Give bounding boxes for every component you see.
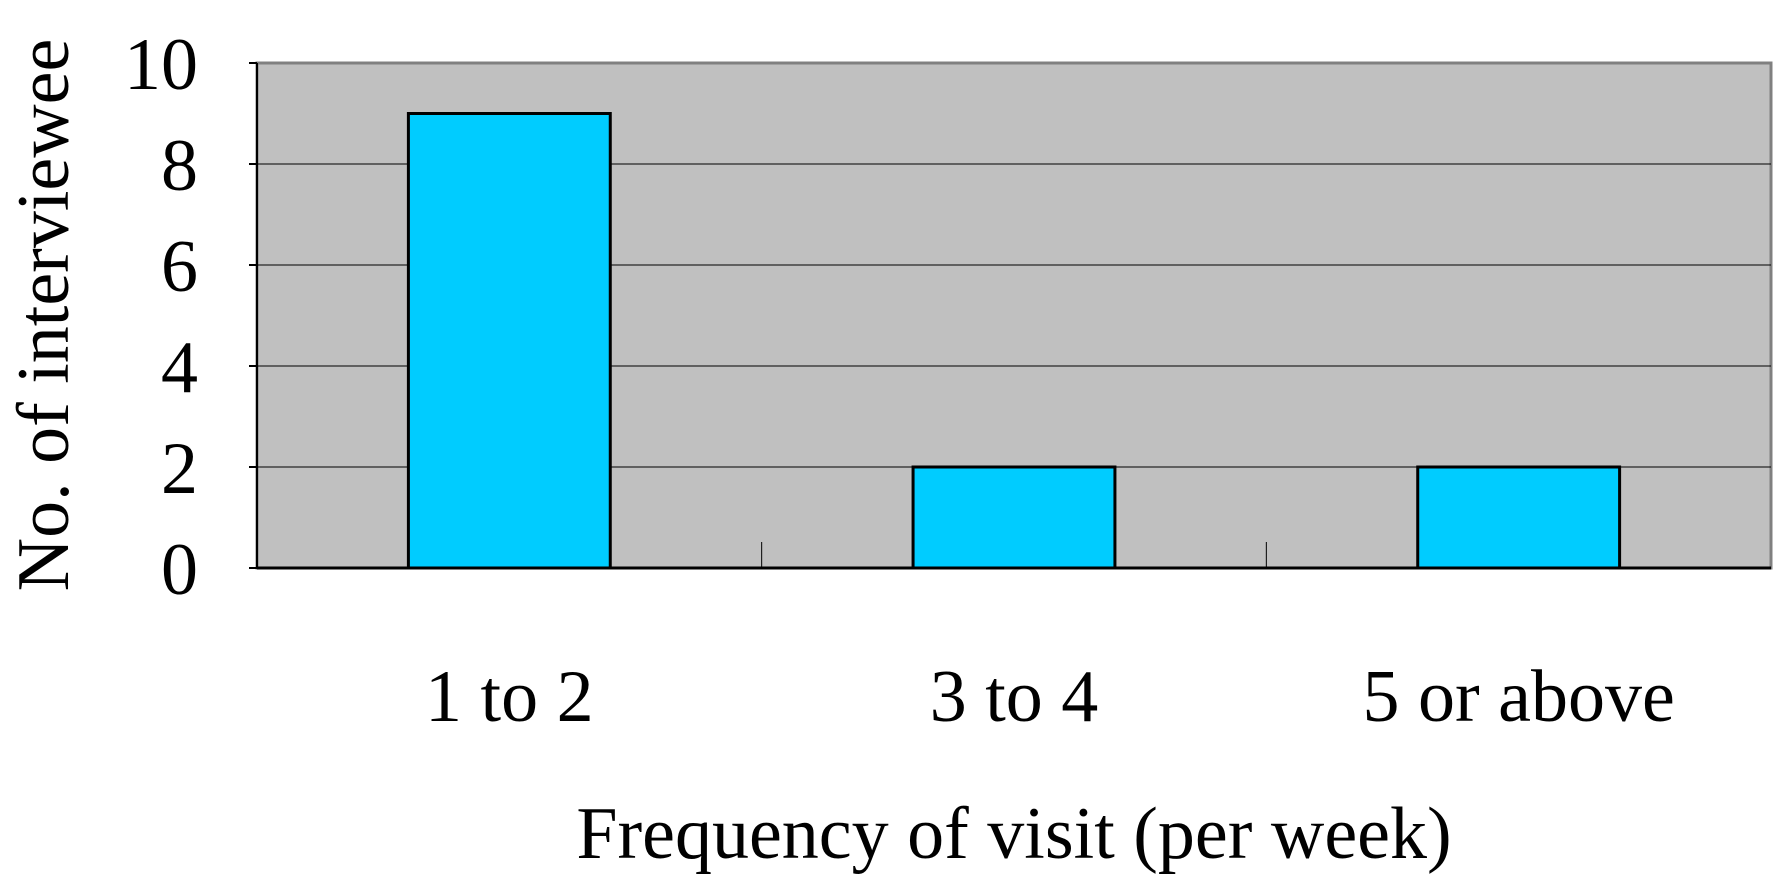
- x-category-label: 1 to 2: [425, 656, 594, 738]
- y-tick-label: 2: [161, 428, 198, 510]
- y-tick-label: 6: [161, 226, 198, 308]
- y-tick-label: 4: [161, 327, 198, 409]
- x-axis-ticks: [761, 542, 1267, 568]
- x-category-label: 5 or above: [1362, 656, 1674, 738]
- y-tick-label: 0: [161, 529, 198, 611]
- y-tick-label: 10: [124, 24, 198, 106]
- x-category-label: 3 to 4: [930, 656, 1099, 738]
- bar: [406, 112, 612, 570]
- bar: [1416, 465, 1622, 570]
- bars: [406, 112, 1622, 570]
- y-tick-label: 8: [161, 125, 198, 207]
- y-axis-ticks: [249, 62, 257, 569]
- y-axis-title: No. of interviewee: [3, 39, 85, 592]
- x-category-labels: 1 to 2 3 to 4 5 or above: [425, 656, 1675, 738]
- x-axis-title: Frequency of visit (per week): [576, 793, 1451, 875]
- bar: [911, 465, 1117, 570]
- y-tick-labels: 0 2 4 6 8 10: [124, 24, 198, 611]
